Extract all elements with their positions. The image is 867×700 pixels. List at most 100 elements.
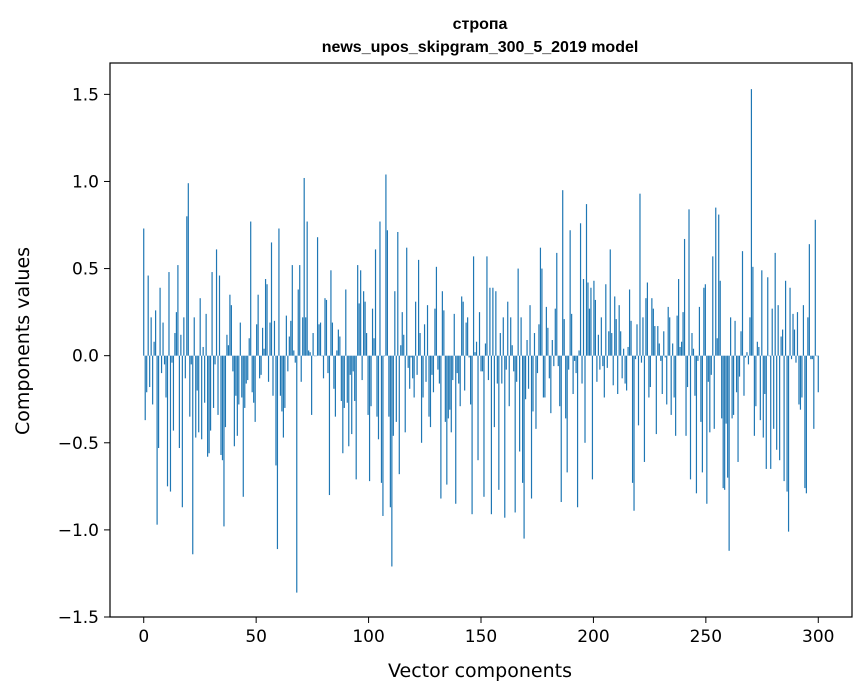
bar <box>786 355 788 492</box>
bar <box>345 289 347 356</box>
bar <box>218 275 221 356</box>
bar <box>284 355 286 408</box>
bar <box>735 355 738 393</box>
bar <box>746 352 748 356</box>
bar <box>471 355 473 515</box>
bar <box>262 327 264 356</box>
bar <box>175 312 178 356</box>
bar <box>767 277 769 356</box>
bar <box>584 355 586 443</box>
bar <box>465 322 467 356</box>
bar <box>339 336 341 356</box>
bar <box>279 355 282 396</box>
bar <box>529 305 531 356</box>
bar <box>596 355 598 382</box>
bar <box>305 317 307 356</box>
bar <box>242 355 244 497</box>
bar <box>587 282 589 356</box>
bar <box>749 317 751 356</box>
bar <box>331 322 334 356</box>
bar <box>566 355 568 473</box>
bar <box>400 345 402 356</box>
bar <box>394 291 396 356</box>
bar <box>316 237 319 356</box>
bar <box>559 355 561 407</box>
bar <box>798 355 800 405</box>
bar <box>698 306 701 356</box>
bar <box>181 355 183 508</box>
bar <box>556 252 558 356</box>
bar <box>449 355 451 410</box>
bar <box>628 289 631 356</box>
bar <box>467 317 469 356</box>
bar <box>633 355 635 511</box>
bar <box>333 355 335 389</box>
bar <box>413 355 415 398</box>
bar <box>296 355 298 593</box>
bar <box>486 256 488 356</box>
y-tick-label: −1.0 <box>58 521 99 541</box>
bar <box>419 333 421 356</box>
bar <box>719 280 721 356</box>
bar <box>212 355 215 408</box>
bar <box>214 355 216 365</box>
bar <box>804 355 806 489</box>
bar <box>401 312 403 356</box>
bar <box>706 355 708 504</box>
bar <box>538 324 540 356</box>
bar <box>721 355 723 419</box>
bar <box>654 326 656 356</box>
bar <box>533 333 536 356</box>
bar <box>519 355 521 452</box>
bar <box>172 355 175 431</box>
bar <box>404 355 406 433</box>
bar <box>594 299 596 356</box>
bar <box>453 313 455 356</box>
bar <box>397 231 399 356</box>
bar <box>792 313 794 356</box>
bar <box>811 355 813 360</box>
bar <box>360 270 362 356</box>
bar <box>290 320 292 356</box>
bar <box>669 317 671 356</box>
bar <box>420 355 423 443</box>
bar <box>741 251 744 356</box>
bar <box>281 355 283 412</box>
bar <box>209 355 212 431</box>
bar <box>535 355 537 429</box>
bar <box>299 265 301 356</box>
bar <box>631 355 634 483</box>
bar <box>233 355 235 447</box>
bar <box>178 355 180 449</box>
bar <box>685 355 687 436</box>
bar <box>190 355 192 365</box>
bar <box>364 301 366 356</box>
bar <box>582 279 585 356</box>
bar <box>269 322 271 356</box>
bar <box>694 355 696 396</box>
bar <box>319 322 322 356</box>
bar <box>263 348 265 356</box>
y-axis-label: Components values <box>12 247 34 435</box>
bar <box>264 279 267 356</box>
bar <box>648 355 650 398</box>
bar <box>597 334 599 356</box>
bar <box>373 338 375 356</box>
bar <box>207 355 209 457</box>
bar <box>678 279 680 356</box>
bar <box>201 355 203 440</box>
bar <box>636 324 638 356</box>
bar <box>389 355 391 508</box>
bar <box>392 355 394 436</box>
bar <box>710 355 712 375</box>
bar <box>431 355 433 375</box>
bar <box>337 329 339 356</box>
bar <box>171 355 173 363</box>
bar <box>658 343 660 356</box>
bar <box>363 291 365 356</box>
bar <box>675 355 677 436</box>
bar <box>614 296 616 356</box>
bar <box>585 204 588 356</box>
bar <box>802 305 805 356</box>
bar <box>422 355 424 398</box>
